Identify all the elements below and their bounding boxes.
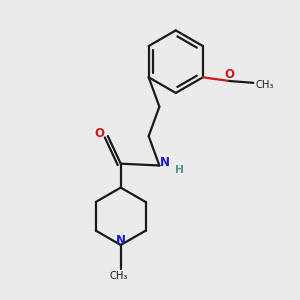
Text: N: N [160,156,170,169]
Text: N: N [116,234,126,247]
Text: CH₃: CH₃ [110,271,128,281]
Text: CH₃: CH₃ [255,80,274,90]
Text: H: H [175,165,184,175]
Text: O: O [224,68,234,81]
Text: O: O [95,127,105,140]
